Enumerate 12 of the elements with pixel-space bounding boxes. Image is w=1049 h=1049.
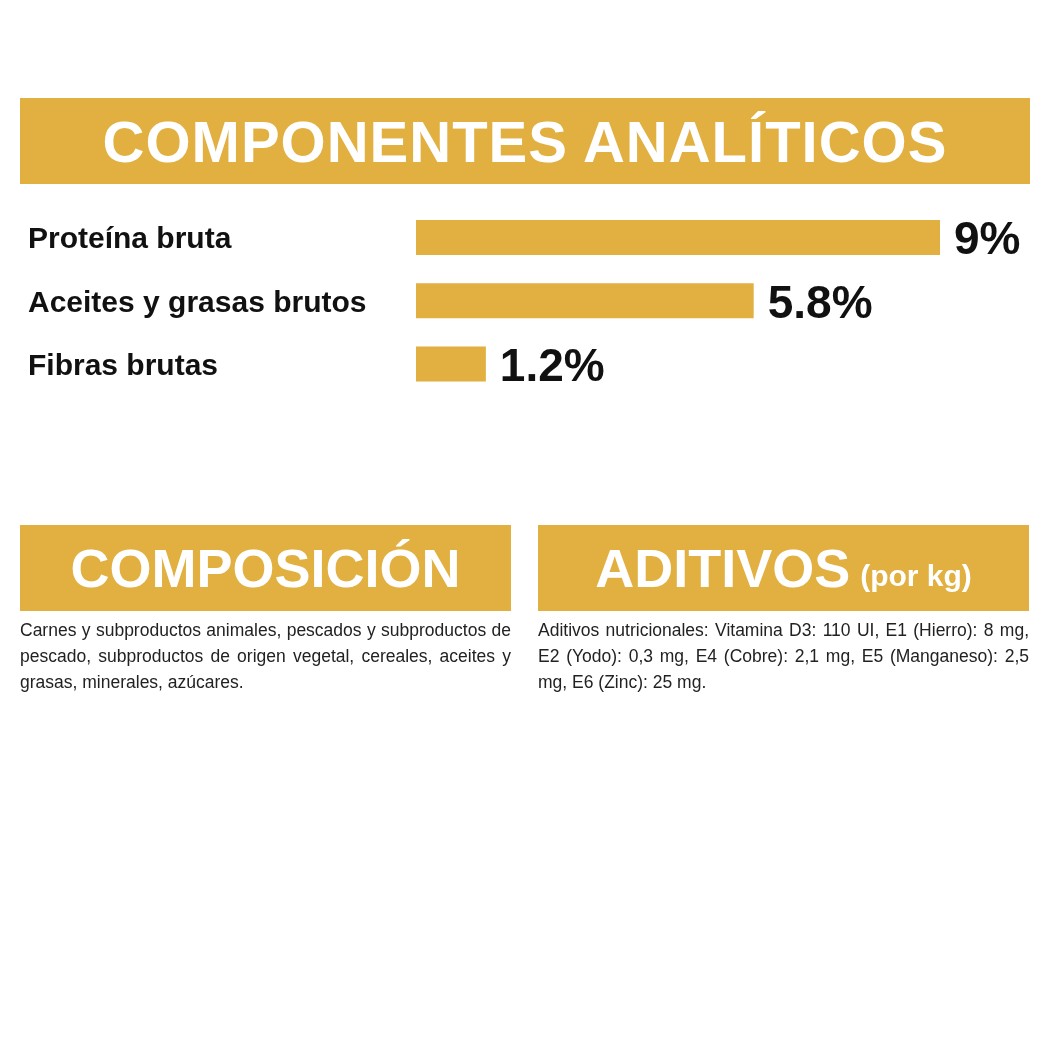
y-tick-label: Fibras brutas (28, 348, 219, 382)
text: Aditivos nutricionales: Vitamina D3: 110 UI, E1 (Hierro): 8 mg, E2 (Yodo): 0,3 mg, E4 (Cobre): 2,1 mg, E5 (Manganeso): 2,5 mg, E6 (Zinc): 25 mg. (538, 619, 1029, 694)
text: Carnes y subproductos animales, pescados y subproductos de pescado, subproductos de origen vegetal, cereales, aceites y grasas, minerales, azúcares. (20, 619, 511, 694)
data-label: 5.8% (767, 275, 873, 328)
chart-title: COMPONENTES ANALÍTICOS (20, 98, 1030, 184)
data-label: 9% (954, 212, 1021, 265)
text: (por kg) (860, 559, 972, 593)
y-tick-label: Aceites y grasas brutos (28, 284, 367, 318)
text: ADITIVOS (595, 537, 851, 599)
y-tick-label: Proteína bruta (28, 221, 232, 255)
data-label: 1.2% (499, 339, 605, 392)
text: COMPOSICIÓN (70, 537, 461, 599)
